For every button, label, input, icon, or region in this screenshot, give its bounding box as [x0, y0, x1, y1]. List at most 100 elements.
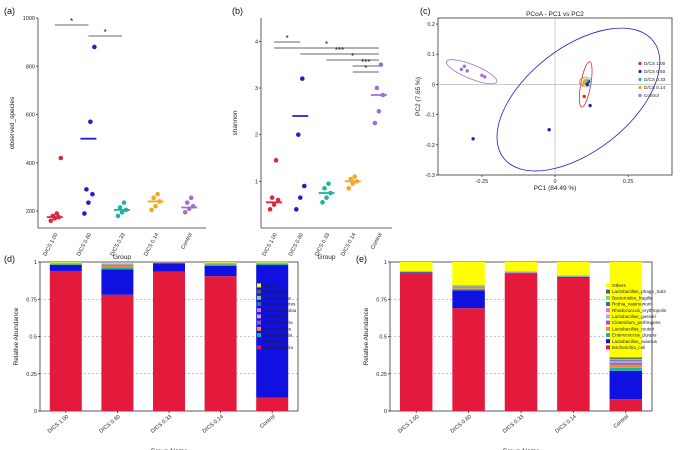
- bar-segment: [49, 264, 82, 265]
- data-point: [58, 155, 64, 161]
- legend-swatch: [257, 345, 261, 350]
- legend-swatch: [606, 345, 610, 350]
- pcoa-point: [547, 128, 551, 132]
- x-tick-label: 0.25: [623, 179, 634, 185]
- data-point: [296, 132, 301, 137]
- data-point: [121, 200, 127, 205]
- data-point: [86, 200, 91, 205]
- significance-label: *: [286, 34, 289, 43]
- bar-segment: [49, 262, 82, 263]
- y-tick-label: 2: [255, 133, 258, 139]
- y-tick-label: 4: [255, 39, 258, 45]
- y-tick-label: 1: [384, 260, 387, 266]
- data-point: [348, 176, 354, 182]
- data-point: [378, 62, 384, 67]
- bar-segment: [504, 273, 538, 411]
- data-point: [352, 174, 358, 179]
- bar-segment: [609, 358, 643, 360]
- data-point: [273, 158, 279, 163]
- y-axis-label: PC2 (7.65 %): [415, 77, 422, 116]
- data-point: [117, 205, 123, 210]
- legend-label: Escherichia_coli: [612, 345, 645, 350]
- data-point: [90, 191, 95, 197]
- significance-label: *: [351, 52, 354, 61]
- legend-swatch: [257, 289, 261, 294]
- x-tick-label: D/CS 0.60: [76, 232, 93, 257]
- x-tick-label: D/CS 1.00: [42, 232, 59, 257]
- data-point: [190, 203, 196, 209]
- legend-swatch: [257, 320, 261, 325]
- legend-swatch: [606, 302, 610, 306]
- bar-segment: [609, 262, 643, 358]
- bar-segment: [609, 367, 643, 371]
- y-tick-label: -0.3: [426, 173, 435, 179]
- x-tick-label: D/CS 0.60: [450, 414, 473, 435]
- legend-label: D/CS 0.33: [644, 77, 666, 82]
- legend-swatch: [257, 333, 261, 337]
- data-point: [346, 186, 352, 191]
- data-point: [320, 200, 325, 205]
- legend-marker: [638, 61, 642, 66]
- legend-label: Firmicutes: [263, 339, 285, 344]
- bar-segment: [609, 399, 643, 411]
- y-tick-label: 0.75: [376, 297, 387, 303]
- y-tick-label: 0.25: [376, 372, 387, 378]
- x-axis-label: Group Name: [502, 448, 540, 450]
- legend-label: Acidobacteria: [263, 295, 291, 300]
- y-axis-label: observed_species: [9, 96, 16, 149]
- data-point: [88, 119, 93, 125]
- legend-swatch: [257, 283, 261, 288]
- bar-segment: [452, 285, 485, 287]
- bar-segment: [557, 262, 590, 276]
- x-axis-label: PC1 (84.49 %): [534, 185, 577, 192]
- significance-label: *: [325, 40, 328, 49]
- legend-marker: [638, 85, 642, 90]
- data-point: [324, 195, 329, 200]
- panel-label: (b): [232, 6, 243, 16]
- data-point: [376, 109, 382, 114]
- data-point: [184, 200, 190, 205]
- bar-segment: [101, 269, 134, 295]
- data-point: [188, 195, 194, 201]
- bar-segment: [101, 264, 134, 266]
- bar-segment: [204, 262, 237, 263]
- data-point: [350, 181, 356, 186]
- y-tick-label: -0.2: [426, 143, 435, 149]
- ellipse-control: [446, 59, 498, 85]
- bar-segment: [204, 265, 237, 277]
- y-tick-label: 0.1: [427, 52, 435, 58]
- bar-segment: [256, 397, 289, 411]
- data-point: [322, 186, 327, 191]
- data-point: [328, 190, 333, 196]
- bar-segment: [204, 264, 237, 266]
- y-tick-label: 0.75: [26, 297, 37, 303]
- bar-segment: [256, 264, 289, 398]
- legend-label: Bacteroidetes: [263, 326, 292, 331]
- bar-segment: [49, 264, 82, 271]
- y-tick-label: 0: [384, 409, 387, 415]
- bar-segment: [399, 272, 433, 274]
- data-point: [269, 195, 275, 200]
- data-point: [294, 207, 299, 212]
- bar-segment: [256, 261, 289, 263]
- data-point: [82, 211, 87, 216]
- legend-swatch: [606, 326, 610, 331]
- y-tick-label: 1000: [23, 16, 35, 22]
- y-tick-label: 1: [34, 260, 37, 266]
- pcoa-point: [471, 137, 475, 141]
- x-axis-label: Group: [113, 254, 131, 261]
- y-tick-label: 0: [432, 82, 435, 88]
- bar-segment: [452, 308, 485, 411]
- data-point: [149, 207, 154, 213]
- y-tick-label: 0.2: [427, 22, 435, 28]
- pcoa-point: [459, 67, 464, 72]
- bar-segment: [153, 262, 185, 264]
- bar-segment: [399, 262, 433, 272]
- x-tick-label: D/CS 0.14: [143, 232, 160, 257]
- legend-label: Chloroflexi: [263, 314, 285, 319]
- data-point: [54, 211, 60, 216]
- data-point: [374, 85, 380, 91]
- legend-marker: [638, 69, 642, 74]
- legend-label: Actinobacteria: [263, 333, 293, 338]
